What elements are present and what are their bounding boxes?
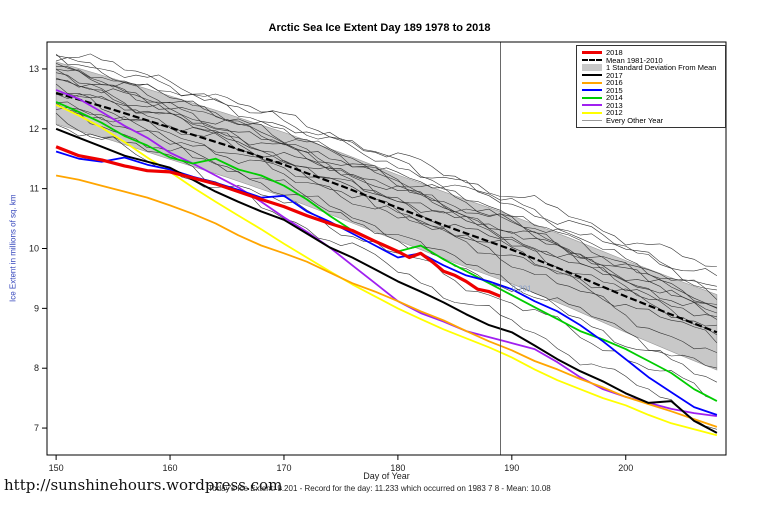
current-extent-annotation: 9.201 <box>512 285 533 294</box>
legend-label: 2016 <box>606 78 623 87</box>
legend-label: 2015 <box>606 85 623 95</box>
x-tick-label: 150 <box>49 463 64 473</box>
legend-swatch <box>582 59 602 62</box>
other-year-line <box>56 72 718 353</box>
legend-label: Every Other Year <box>606 115 664 125</box>
y-tick-label: 13 <box>29 64 39 74</box>
y-tick-label: 7 <box>34 423 39 433</box>
legend-label: 2012 <box>606 108 623 117</box>
other-year-line <box>56 53 717 287</box>
y-tick-label: 11 <box>30 184 39 194</box>
legend-item: 2013 <box>582 100 720 110</box>
legend-swatch <box>582 74 602 77</box>
source-url: http://sunshinehours.wordpress.com <box>4 476 283 494</box>
y-tick-label: 9 <box>34 303 39 313</box>
legend-label: 2018 <box>606 48 623 57</box>
legend-item: Every Other Year <box>582 115 720 125</box>
legend-item: Mean 1981-2010 <box>582 55 720 65</box>
other-year-line <box>56 101 718 344</box>
legend-label: Mean 1981-2010 <box>606 55 663 65</box>
legend-label: 2017 <box>606 70 623 80</box>
legend-swatch <box>582 64 602 72</box>
legend-swatch <box>582 51 602 55</box>
other-year-line <box>56 66 718 300</box>
legend-item: 2014 <box>582 94 720 102</box>
legend-swatch <box>582 119 602 121</box>
legend-item: 2016 <box>582 79 720 87</box>
x-axis-label: Day of Year <box>363 471 410 481</box>
series-2015-line <box>55 150 718 416</box>
x-tick-label: 180 <box>390 463 405 473</box>
legend-box: 2018 Mean 1981-2010 1 Standard Deviation F… <box>576 45 726 128</box>
y-axis-label: Ice Extent in millions of sq. km <box>8 194 18 303</box>
x-tick-label: 200 <box>618 463 633 473</box>
legend-label: 2013 <box>606 100 623 110</box>
series-2018-line <box>55 145 502 298</box>
mean-line <box>55 91 718 334</box>
legend-item: 1 Standard Deviation From Mean <box>582 64 720 72</box>
chart-title: Arctic Sea Ice Extent Day 189 1978 to 20… <box>268 22 491 34</box>
legend-item: 2018 <box>582 49 720 57</box>
y-tick-label: 10 <box>29 244 39 254</box>
other-year-line <box>55 53 717 267</box>
other-year-line <box>56 57 718 277</box>
legend-label: 2014 <box>606 93 623 102</box>
legend-item: 2015 <box>582 85 720 95</box>
x-tick-label: 190 <box>504 463 519 473</box>
legend-swatch <box>582 111 602 114</box>
legend-item: 2012 <box>582 109 720 117</box>
y-tick-label: 8 <box>34 363 39 373</box>
other-year-line <box>55 69 718 320</box>
legend-swatch <box>582 81 602 84</box>
series-2013-line <box>55 89 718 417</box>
other-year-line <box>56 68 717 314</box>
x-tick-label: 160 <box>163 463 178 473</box>
y-tick-label: 12 <box>29 124 39 134</box>
stats-caption: Today's Ice Extent: 9.201 - Record for t… <box>208 484 551 493</box>
legend-swatch <box>582 104 602 107</box>
series-2016-line <box>55 174 718 428</box>
other-year-line <box>55 112 718 401</box>
legend-item: 2017 <box>582 70 720 80</box>
legend-swatch <box>582 96 602 99</box>
series-2017-line <box>55 127 718 434</box>
legend-swatch <box>582 89 602 92</box>
legend-label: 1 Standard Deviation From Mean <box>606 63 717 72</box>
other-year-line <box>55 83 717 305</box>
x-tick-label: 170 <box>276 463 291 473</box>
other-year-line <box>55 103 718 383</box>
other-year-line <box>56 79 718 308</box>
